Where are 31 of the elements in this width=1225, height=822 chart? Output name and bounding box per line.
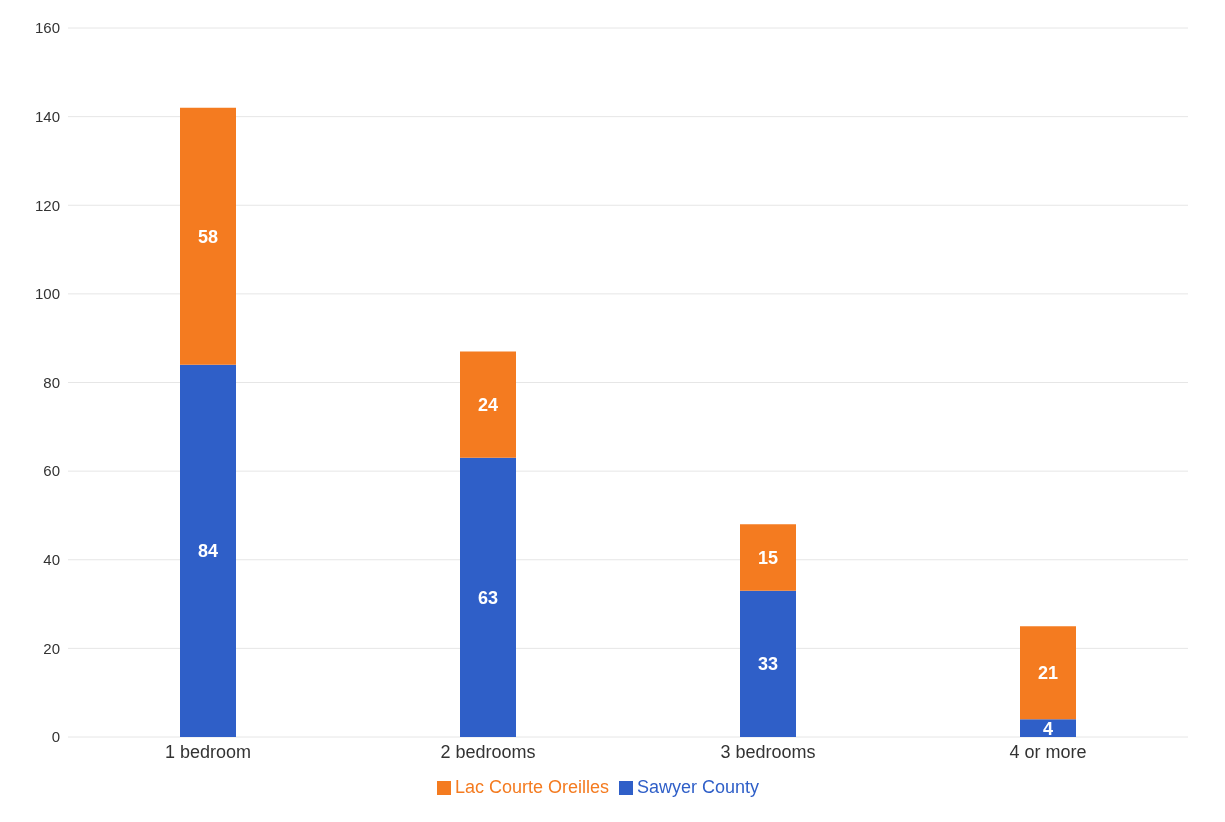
y-tick-label: 60 <box>43 462 60 480</box>
data-label: 24 <box>477 395 499 416</box>
bar <box>180 107 236 365</box>
data-label: 4 <box>1042 718 1054 739</box>
data-label: 84 <box>197 541 219 562</box>
data-label: 58 <box>197 226 219 247</box>
bar <box>1020 626 1076 720</box>
data-label: 15 <box>757 547 779 568</box>
y-tick-label: 20 <box>43 639 60 657</box>
x-tick-label: 4 or more <box>1009 741 1087 762</box>
y-tick-label: 80 <box>43 373 60 391</box>
bar <box>740 524 796 591</box>
bar <box>740 590 796 737</box>
x-tick-label: 1 bedroom <box>164 741 252 762</box>
y-tick-label: 40 <box>43 551 60 569</box>
legend-label: Lac Courte Oreilles <box>454 777 609 797</box>
bar <box>460 457 516 737</box>
legend-label: Sawyer County <box>637 777 760 797</box>
x-tick-label: 3 bedrooms <box>720 741 816 762</box>
data-label: 33 <box>757 654 779 675</box>
bar <box>1020 719 1076 737</box>
y-tick-label: 160 <box>34 19 60 37</box>
y-tick-label: 100 <box>34 285 60 303</box>
bar <box>460 351 516 458</box>
bar <box>180 364 236 737</box>
x-tick-label: 2 bedrooms <box>440 741 536 762</box>
y-tick-label: 140 <box>34 107 60 125</box>
data-label: 21 <box>1037 663 1059 684</box>
y-tick-label: 0 <box>51 728 60 746</box>
data-label: 63 <box>477 587 499 608</box>
y-tick-label: 120 <box>34 196 60 214</box>
